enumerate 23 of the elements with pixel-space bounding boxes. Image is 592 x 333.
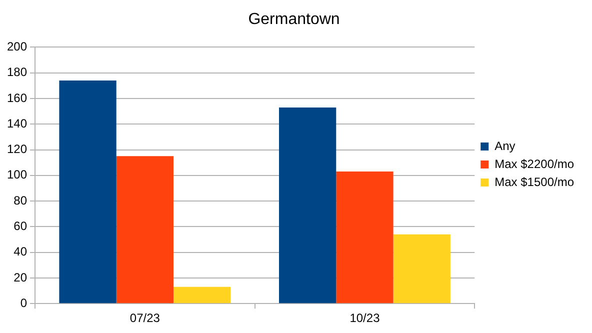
y-tick-label: 0 <box>20 296 28 310</box>
x-tick-label: 10/23 <box>350 311 380 326</box>
bar <box>336 172 394 304</box>
y-tick-label: 100 <box>6 168 28 182</box>
bar <box>116 156 174 304</box>
y-tick-label: 60 <box>14 218 28 233</box>
y-tick-label: 200 <box>6 40 28 54</box>
chart-title: Germantown <box>248 11 340 28</box>
bar <box>59 80 116 304</box>
x-tick-label: 07/23 <box>130 311 160 326</box>
y-tick-label: 140 <box>6 116 28 130</box>
legend-label: Any <box>494 138 516 153</box>
bar <box>173 286 231 304</box>
y-tick-label: 20 <box>14 270 28 284</box>
y-tick-label: 80 <box>14 193 28 208</box>
y-tick-label: 180 <box>6 65 28 80</box>
legend-label: Max $2200/mo <box>494 156 574 171</box>
y-tick-label: 120 <box>6 142 28 156</box>
bar <box>279 107 336 304</box>
y-tick-label: 40 <box>14 244 28 259</box>
y-tick-label: 160 <box>6 90 28 105</box>
legend-label: Max $1500/mo <box>494 174 574 189</box>
bar <box>393 234 450 304</box>
